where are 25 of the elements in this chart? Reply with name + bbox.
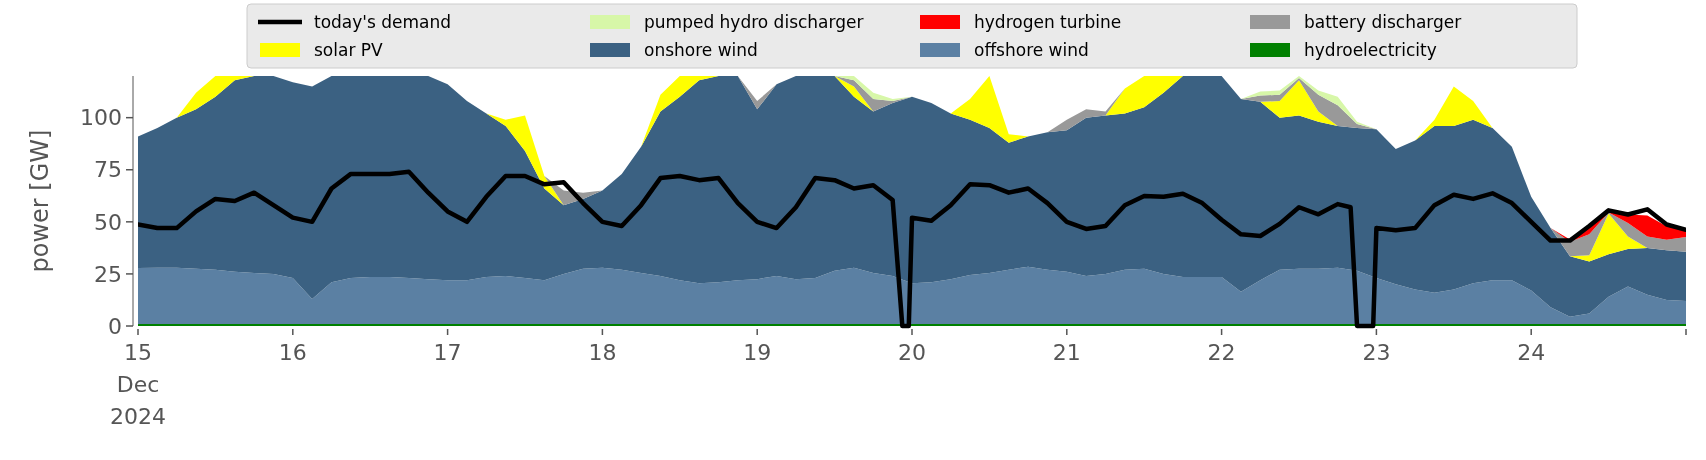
legend-label: onshore wind: [644, 39, 758, 60]
x-tick-label: 22: [1207, 340, 1236, 365]
legend-label: hydrogen turbine: [974, 11, 1122, 32]
y-tick-label: 100: [80, 105, 122, 131]
legend-label: solar PV: [314, 39, 384, 60]
legend-label: today's demand: [314, 11, 452, 32]
legend-label: offshore wind: [974, 39, 1089, 60]
legend-label: pumped hydro discharger: [644, 11, 864, 32]
line-series: [138, 169, 1686, 329]
y-tick-label: 0: [108, 313, 122, 339]
y-tick-label: 25: [94, 261, 122, 287]
y-axis-title: power [GW]: [26, 129, 54, 273]
x-tick-label: 23: [1362, 340, 1391, 365]
y-tick-label: 50: [94, 209, 122, 235]
legend-label: hydroelectricity: [1304, 39, 1437, 60]
x-tick-label: 15 Dec 2024: [110, 340, 166, 429]
y-tick-label: 75: [94, 157, 122, 183]
legend-label: battery discharger: [1304, 11, 1462, 32]
x-tick-label: 18: [588, 340, 617, 365]
x-tick-label: 16: [278, 340, 307, 365]
x-tick-label: 17: [433, 340, 462, 365]
x-tick-label: 21: [1052, 340, 1081, 365]
x-tick-label: 20: [898, 340, 926, 365]
x-tick-label: 19: [743, 340, 772, 365]
x-tick-label: 24: [1517, 340, 1546, 365]
